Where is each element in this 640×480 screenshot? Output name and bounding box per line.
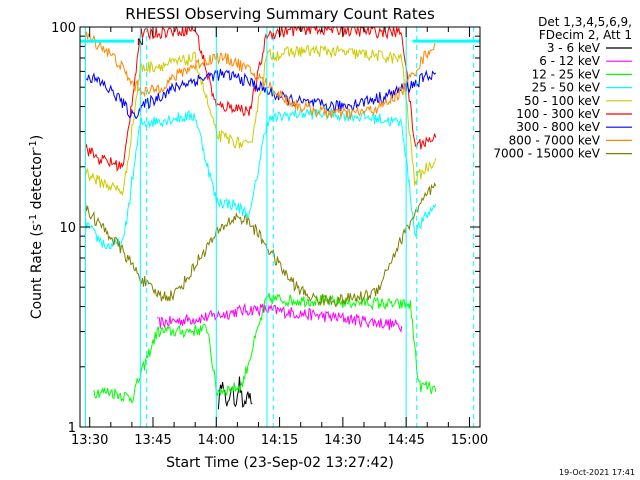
x-tick-label: 15:00 (451, 433, 488, 448)
axes-layer: 1 10 100 13:30 13:45 14:00 14:15 14:30 14:45 15:0… (51, 21, 488, 448)
series-100-300-kev (85, 25, 437, 172)
series-25-50-kev (85, 106, 437, 250)
series-line (85, 31, 436, 120)
legend-header-line-1: Det 1,3,4,5,6,9, (538, 15, 632, 29)
footer-timestamp: 19-Oct-2021 17:41 (559, 468, 635, 477)
y-axis-label-end: ) (29, 135, 45, 140)
series-line (93, 292, 437, 404)
y-axis-label: Count Rate (s-1 detector-1) (28, 135, 45, 319)
legend-entry-label: 50 - 100 keV (524, 94, 601, 108)
series-6-12-kev (157, 302, 403, 333)
x-tick-label: 14:45 (387, 433, 424, 448)
series-12-25-kev (93, 292, 437, 404)
y-axis-label-mid: detector (29, 150, 45, 214)
series-7000-15000-kev (85, 182, 437, 307)
series-50-100-kev (85, 44, 437, 196)
overlay-layer: N (80, 27, 480, 427)
series-800-7000-kev (85, 31, 436, 120)
y-tick-label: 100 (51, 21, 76, 36)
legend-header-line-2: FDecim 2, Att 1 (539, 28, 632, 42)
chart-title: RHESSI Observing Summary Count Rates (125, 5, 435, 23)
series-line (85, 25, 437, 172)
series-line (85, 106, 437, 250)
attenuator-label: N (137, 38, 144, 48)
legend: Det 1,3,4,5,6,9, FDecim 2, Att 1 3 - 6 k… (493, 15, 632, 161)
series-line (157, 302, 403, 333)
series-3-6-kev (217, 376, 253, 410)
x-tick-label: 13:30 (71, 433, 108, 448)
series-300-800-kev (85, 68, 437, 120)
series-line (85, 44, 437, 196)
x-axis-label: Start Time (23-Sep-02 13:27:42) (166, 455, 394, 471)
series-line (85, 182, 437, 307)
series-line (217, 376, 253, 410)
series-layer (85, 25, 437, 410)
legend-entry-label: 100 - 300 keV (516, 107, 600, 121)
y-axis-label-sup-2: -1 (28, 140, 39, 150)
legend-entry-label: 800 - 7000 keV (509, 133, 601, 147)
x-tick-label: 13:45 (134, 433, 171, 448)
series-line (85, 68, 437, 120)
y-tick-label: 1 (68, 421, 76, 436)
legend-entry-label: 3 - 6 keV (547, 41, 601, 55)
x-tick-label: 14:00 (198, 433, 235, 448)
legend-entry-label: 7000 - 15000 keV (493, 147, 600, 161)
y-tick-label: 10 (59, 221, 76, 236)
legend-entry-label: 25 - 50 keV (532, 81, 601, 95)
y-axis-label-main: Count Rate (s (29, 224, 45, 319)
legend-entry-label: 300 - 800 keV (516, 120, 600, 134)
x-tick-label: 14:30 (324, 433, 361, 448)
legend-entry-label: 12 - 25 keV (532, 67, 601, 81)
x-tick-label: 14:15 (261, 433, 298, 448)
legend-entry-label: 6 - 12 keV (539, 54, 601, 68)
y-axis-label-sup-1: -1 (28, 214, 39, 224)
